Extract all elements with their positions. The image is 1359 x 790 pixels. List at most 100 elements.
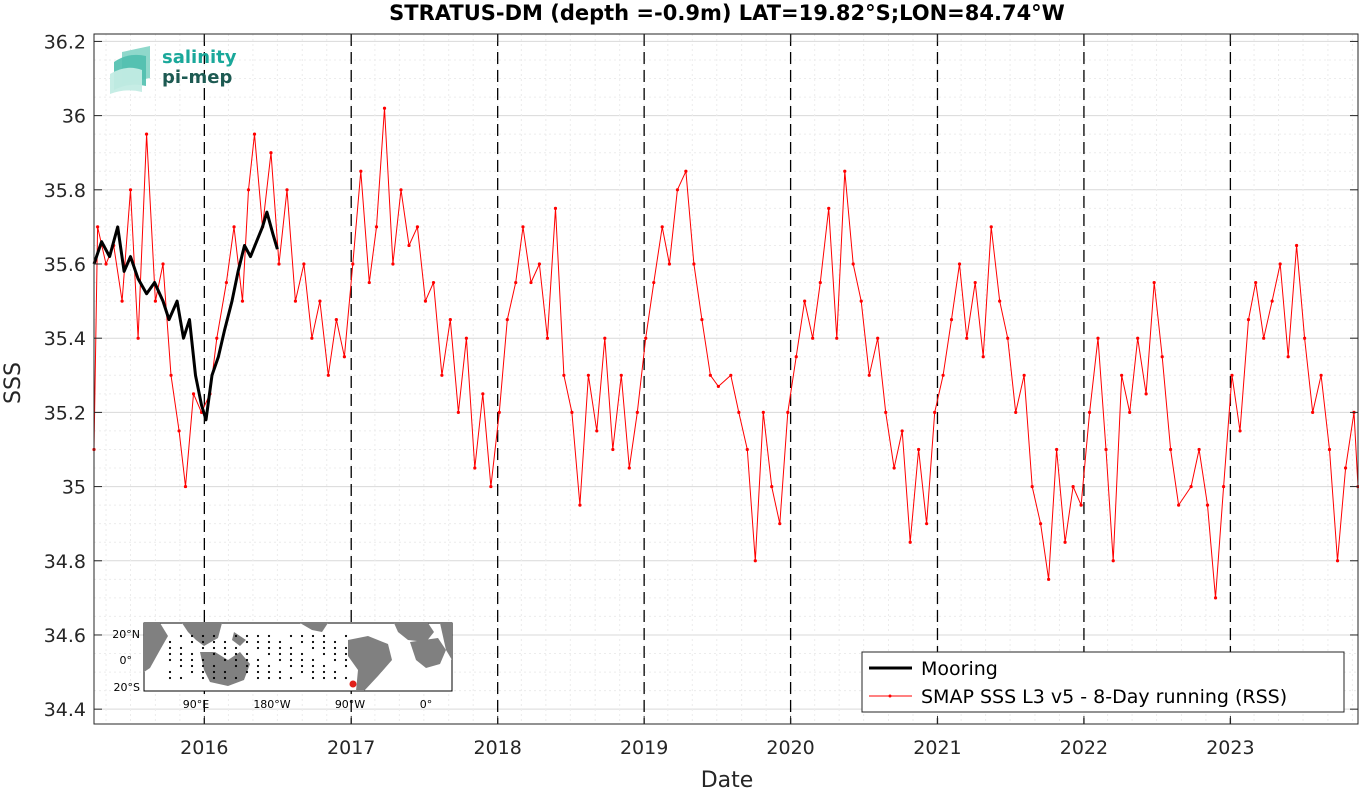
inset-buoy-dot (201, 670, 205, 674)
series-smap-point (778, 522, 782, 526)
inset-buoy-dot (245, 664, 249, 668)
series-smap-point (876, 336, 880, 340)
inset-buoy-dot (333, 640, 337, 644)
x-tick-label: 2020 (766, 737, 814, 759)
series-smap-point (1213, 596, 1218, 600)
series-smap-point (652, 280, 656, 285)
series-smap-point (505, 318, 509, 322)
series-smap-point (1343, 466, 1348, 470)
inset-buoy-dot (344, 646, 348, 650)
inset-buoy-dot (267, 640, 271, 644)
series-smap-point (1160, 355, 1164, 359)
series-smap-point (1197, 447, 1201, 452)
inset-buoy-dot (289, 664, 293, 668)
inset-buoy-dot (234, 658, 238, 662)
series-smap-point (1169, 447, 1173, 452)
series-smap-point (786, 410, 790, 414)
inset-buoy-dot (212, 664, 216, 668)
inset-lon-0: 0° (420, 698, 433, 711)
series-smap-point (1055, 447, 1059, 452)
inset-buoy-dot (179, 664, 183, 668)
inset-buoy-dot (344, 652, 348, 656)
series-smap-point (900, 429, 904, 433)
inset-buoy-dot (256, 670, 260, 674)
logo-waves-icon (110, 46, 150, 94)
series-smap-point (619, 373, 623, 377)
inset-buoy-dot (201, 676, 205, 680)
series-smap-point (269, 151, 273, 155)
legend-box (861, 651, 1345, 713)
inset-buoy-dot (223, 652, 227, 656)
series-smap-point (144, 132, 149, 136)
inset-buoy-dot (201, 664, 205, 668)
series-smap-point (1335, 559, 1340, 563)
series-smap-point (334, 318, 338, 322)
inset-buoy-dot (344, 664, 348, 668)
inset-station-marker (349, 680, 357, 688)
series-smap-point (794, 355, 798, 359)
series-smap-point (391, 262, 395, 266)
series-smap-point (660, 225, 664, 229)
series-smap-point (1120, 373, 1124, 377)
inset-buoy-dot (190, 670, 194, 674)
legend-swatch-smap-dot (888, 694, 892, 698)
inset-buoy-dot (278, 658, 282, 662)
series-smap-point (521, 225, 525, 229)
inset-buoy-dot (179, 634, 183, 638)
series-smap-point (514, 280, 518, 285)
plot-frame (93, 33, 1359, 725)
series-smap-point (285, 188, 289, 192)
series-smap-point (941, 373, 945, 377)
series-smap-point (367, 280, 371, 285)
inset-buoy-dot (245, 640, 249, 644)
inset-buoy-dot (245, 670, 249, 674)
inset-buoy-dot (278, 676, 282, 680)
x-tick-label: 2018 (473, 737, 521, 759)
inset-buoy-dot (234, 652, 238, 656)
inset-buoy-dot (256, 634, 260, 638)
inset-buoy-dot (190, 658, 194, 662)
x-axis: 2016 2017 2018 2019 2020 2021 2022 2023 (180, 34, 1255, 759)
series-smap-point (1104, 447, 1108, 452)
series-smap-point (1038, 522, 1043, 526)
inset-buoy-dot (267, 646, 271, 650)
inset-buoy-dot (212, 670, 216, 674)
series-smap-point (867, 373, 871, 377)
series-smap-point (1230, 373, 1234, 377)
series-smap-point (811, 336, 815, 340)
series-smap-point (827, 206, 831, 210)
y-tick-label: 35.8 (44, 180, 86, 202)
series-smap-point (973, 280, 977, 285)
series-smap-point (892, 466, 896, 470)
series-smap-point (374, 225, 379, 229)
series-smap-point (104, 262, 108, 266)
inset-buoy-dot (289, 634, 293, 638)
inset-buoy-dot (190, 640, 194, 644)
inset-buoy-dot (289, 652, 293, 656)
x-tick-label: 2019 (620, 737, 668, 759)
inset-buoy-dot (179, 652, 183, 656)
x-tick-label: 2021 (913, 737, 961, 759)
y-tick-label: 35.2 (44, 402, 86, 424)
inset-buoy-dot (311, 634, 315, 638)
inset-buoy-dot (245, 652, 249, 656)
series-smap-point (989, 225, 993, 229)
inset-buoy-dot (179, 676, 183, 680)
inset-buoy-dot (300, 658, 304, 662)
series-smap-point (342, 355, 346, 359)
inset-buoy-dot (201, 646, 205, 650)
inset-buoy-dot (256, 640, 260, 644)
y-axis: 34.4 34.6 34.8 35 35.2 35.4 35.6 35.8 36 36.2 (44, 31, 1358, 721)
series-smap-point (761, 410, 765, 414)
series-smap-point (949, 318, 954, 322)
inset-buoy-dot (234, 676, 238, 680)
series-smap-point (240, 299, 245, 303)
inset-buoy-dot (256, 664, 260, 668)
series-smap-point (1238, 429, 1242, 433)
series-smap-point (415, 225, 420, 229)
series-smap-point (1152, 280, 1156, 285)
inset-buoy-dot (168, 646, 172, 650)
series-smap-point (635, 410, 639, 414)
series-smap-point (859, 299, 863, 303)
series-smap-point (1079, 503, 1083, 507)
